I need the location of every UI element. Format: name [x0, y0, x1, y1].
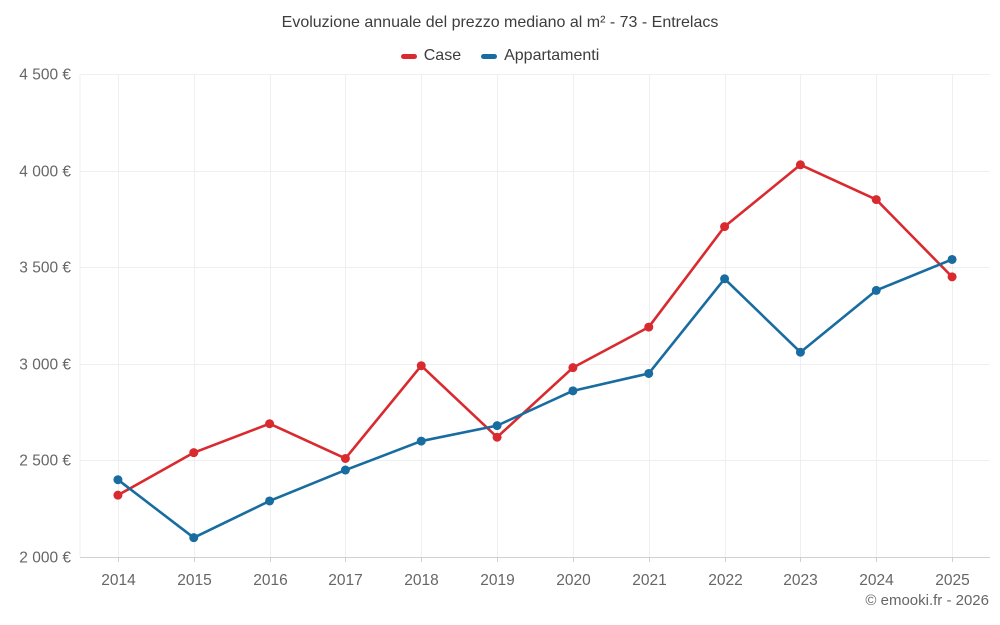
y-axis-tick-label: 4 500 €	[19, 67, 71, 84]
x-axis-tick-label: 2014	[101, 572, 136, 589]
x-axis-tick-label: 2024	[859, 572, 894, 589]
data-point-appartamenti[interactable]	[871, 285, 881, 295]
x-axis-tick-label: 2022	[708, 572, 742, 589]
legend-item-case[interactable]: Case	[400, 47, 462, 65]
data-point-case[interactable]	[644, 322, 654, 332]
data-point-case[interactable]	[416, 361, 426, 371]
data-point-case[interactable]	[871, 195, 881, 205]
data-point-case[interactable]	[340, 453, 350, 463]
data-point-appartamenti[interactable]	[795, 347, 805, 357]
y-axis-tick-label: 3 500 €	[19, 260, 71, 277]
legend-label-case: Case	[423, 47, 462, 64]
data-point-appartamenti[interactable]	[720, 274, 730, 284]
data-point-case[interactable]	[492, 432, 502, 442]
data-point-appartamenti[interactable]	[644, 368, 654, 378]
data-point-case[interactable]	[189, 448, 199, 458]
x-axis-tick-label: 2023	[783, 572, 817, 589]
case-series-swatch-icon	[400, 53, 417, 59]
x-axis-tick-label: 2025	[935, 572, 969, 589]
data-point-appartamenti[interactable]	[189, 533, 199, 543]
data-point-case[interactable]	[265, 419, 275, 429]
x-axis-tick-label: 2015	[177, 572, 211, 589]
data-point-appartamenti[interactable]	[947, 254, 957, 264]
y-axis-tick-label: 2 000 €	[19, 550, 71, 567]
data-point-appartamenti[interactable]	[492, 421, 502, 431]
appartamenti-series-swatch-icon	[481, 53, 498, 59]
data-point-case[interactable]	[720, 222, 730, 232]
data-point-appartamenti[interactable]	[340, 465, 350, 475]
x-axis-tick-label: 2016	[253, 572, 287, 589]
data-point-appartamenti[interactable]	[568, 386, 578, 396]
x-axis-tick-label: 2020	[556, 572, 591, 589]
x-axis-tick-label: 2021	[632, 572, 666, 589]
series-line-case	[116, 163, 954, 497]
y-axis-tick-label: 4 000 €	[19, 164, 71, 181]
x-axis-tick-label: 2017	[328, 572, 362, 589]
data-point-case[interactable]	[113, 490, 123, 500]
legend-item-appartamenti[interactable]: Appartamenti	[481, 47, 599, 65]
data-point-case[interactable]	[568, 363, 578, 373]
chart-legend: Case Appartamenti	[0, 47, 1000, 65]
x-axis-tick-label: 2019	[480, 572, 514, 589]
series-line-appartamenti	[116, 258, 954, 539]
data-point-appartamenti[interactable]	[265, 496, 275, 506]
chart-title: Evoluzione annuale del prezzo mediano al…	[281, 14, 719, 31]
y-axis-tick-label: 3 000 €	[19, 357, 71, 374]
data-point-appartamenti[interactable]	[416, 436, 426, 446]
data-point-case[interactable]	[795, 160, 805, 170]
legend-label-appartamenti: Appartamenti	[504, 47, 600, 64]
data-point-case[interactable]	[947, 272, 957, 282]
data-point-appartamenti[interactable]	[113, 475, 123, 485]
x-axis-tick-label: 2018	[404, 572, 438, 589]
y-axis-tick-label: 2 500 €	[19, 453, 71, 470]
attribution-text: © emooki.fr - 2026	[865, 592, 989, 609]
